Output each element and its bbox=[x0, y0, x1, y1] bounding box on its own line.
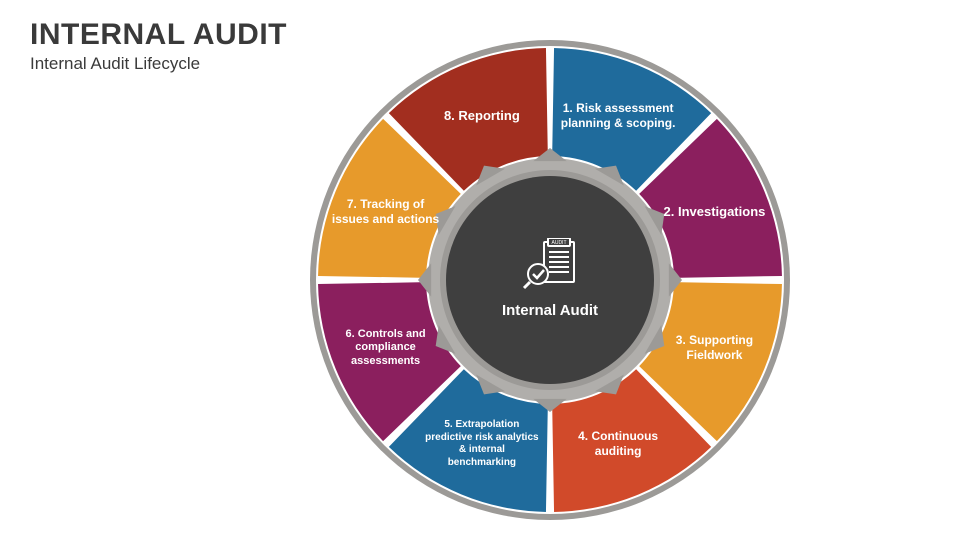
svg-text:AUDIT: AUDIT bbox=[552, 240, 567, 246]
lifecycle-wheel: AUDIT Internal Audit 1. Risk assessment … bbox=[310, 40, 790, 520]
title-block: INTERNAL AUDIT Internal Audit Lifecycle bbox=[30, 18, 287, 74]
page-subtitle: Internal Audit Lifecycle bbox=[30, 54, 287, 74]
audit-document-icon: AUDIT bbox=[520, 238, 580, 293]
center-label: Internal Audit bbox=[480, 302, 620, 319]
page-title: INTERNAL AUDIT bbox=[30, 18, 287, 52]
